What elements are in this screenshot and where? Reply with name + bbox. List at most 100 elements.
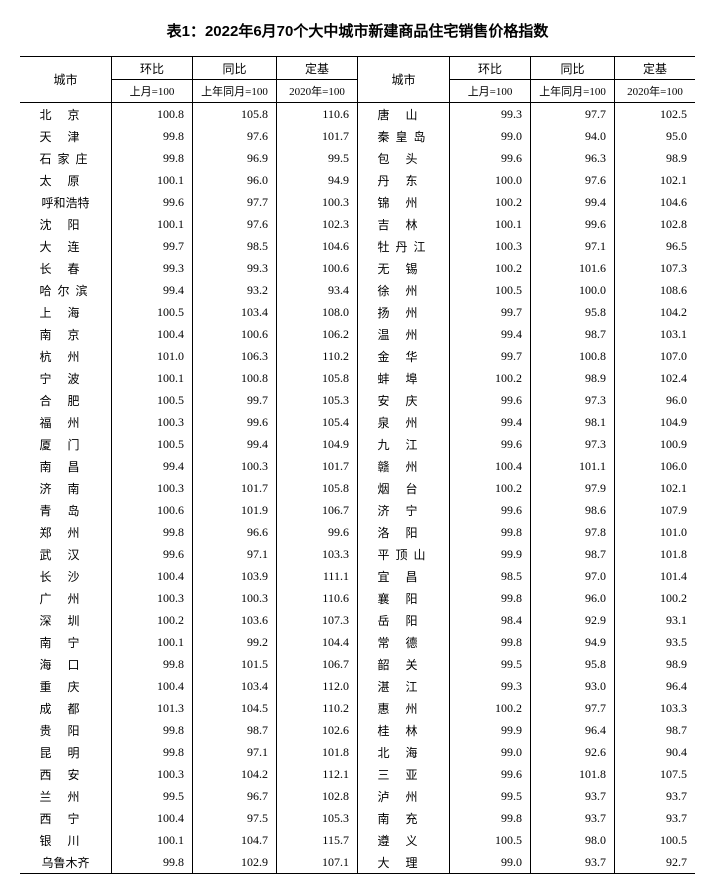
city-cell: 徐州 <box>357 279 449 301</box>
base-cell: 105.3 <box>277 807 358 829</box>
yoy-cell: 99.2 <box>193 631 277 653</box>
base-cell: 102.5 <box>615 103 695 126</box>
yoy-cell: 103.4 <box>193 301 277 323</box>
mom-cell: 100.3 <box>112 587 193 609</box>
mom-cell: 101.0 <box>112 345 193 367</box>
mom-cell: 100.1 <box>450 213 531 235</box>
table-row: 济南100.3101.7105.8烟台100.297.9102.1 <box>20 477 695 499</box>
city-cell: 南充 <box>357 807 449 829</box>
yoy-cell: 96.4 <box>531 719 615 741</box>
mom-cell: 99.8 <box>450 807 531 829</box>
yoy-cell: 103.4 <box>193 675 277 697</box>
mom-cell: 100.1 <box>112 829 193 851</box>
table-row: 呼和浩特99.697.7100.3锦州100.299.4104.6 <box>20 191 695 213</box>
city-cell: 长沙 <box>20 565 112 587</box>
base-cell: 99.6 <box>277 521 358 543</box>
header-base-sub-right: 2020年=100 <box>615 80 695 103</box>
city-cell: 吉林 <box>357 213 449 235</box>
yoy-cell: 98.7 <box>531 543 615 565</box>
mom-cell: 100.2 <box>450 477 531 499</box>
mom-cell: 99.8 <box>112 125 193 147</box>
yoy-cell: 101.1 <box>531 455 615 477</box>
yoy-cell: 101.6 <box>531 257 615 279</box>
city-cell: 无锡 <box>357 257 449 279</box>
mom-cell: 100.5 <box>112 389 193 411</box>
yoy-cell: 100.8 <box>193 367 277 389</box>
city-cell: 合肥 <box>20 389 112 411</box>
city-cell: 北海 <box>357 741 449 763</box>
yoy-cell: 97.1 <box>531 235 615 257</box>
mom-cell: 99.8 <box>112 741 193 763</box>
base-cell: 104.2 <box>615 301 695 323</box>
base-cell: 93.7 <box>615 785 695 807</box>
base-cell: 108.0 <box>277 301 358 323</box>
header-base-sub-left: 2020年=100 <box>277 80 358 103</box>
base-cell: 105.8 <box>277 367 358 389</box>
mom-cell: 100.4 <box>112 565 193 587</box>
table-row: 杭州101.0106.3110.2金华99.7100.8107.0 <box>20 345 695 367</box>
mom-cell: 100.3 <box>450 235 531 257</box>
city-cell: 牡丹江 <box>357 235 449 257</box>
city-cell: 深圳 <box>20 609 112 631</box>
table-row: 南宁100.199.2104.4常德99.894.993.5 <box>20 631 695 653</box>
base-cell: 101.7 <box>277 125 358 147</box>
yoy-cell: 97.6 <box>531 169 615 191</box>
table-row: 武汉99.697.1103.3平顶山99.998.7101.8 <box>20 543 695 565</box>
table-row: 乌鲁木齐99.8102.9107.1大理99.093.792.7 <box>20 851 695 874</box>
base-cell: 101.8 <box>277 741 358 763</box>
yoy-cell: 98.5 <box>193 235 277 257</box>
table-row: 厦门100.599.4104.9九江99.697.3100.9 <box>20 433 695 455</box>
yoy-cell: 93.7 <box>531 807 615 829</box>
yoy-cell: 96.3 <box>531 147 615 169</box>
table-row: 福州100.399.6105.4泉州99.498.1104.9 <box>20 411 695 433</box>
base-cell: 103.3 <box>277 543 358 565</box>
mom-cell: 99.8 <box>112 653 193 675</box>
yoy-cell: 99.3 <box>193 257 277 279</box>
city-cell: 常德 <box>357 631 449 653</box>
mom-cell: 99.9 <box>450 719 531 741</box>
yoy-cell: 96.0 <box>531 587 615 609</box>
base-cell: 102.1 <box>615 169 695 191</box>
yoy-cell: 105.8 <box>193 103 277 126</box>
base-cell: 104.9 <box>615 411 695 433</box>
yoy-cell: 96.7 <box>193 785 277 807</box>
table-row: 青岛100.6101.9106.7济宁99.698.6107.9 <box>20 499 695 521</box>
mom-cell: 99.6 <box>450 433 531 455</box>
city-cell: 大连 <box>20 235 112 257</box>
city-cell: 乌鲁木齐 <box>20 851 112 874</box>
yoy-cell: 97.7 <box>531 103 615 126</box>
table-row: 上海100.5103.4108.0扬州99.795.8104.2 <box>20 301 695 323</box>
yoy-cell: 104.7 <box>193 829 277 851</box>
yoy-cell: 93.2 <box>193 279 277 301</box>
yoy-cell: 97.3 <box>531 433 615 455</box>
base-cell: 100.9 <box>615 433 695 455</box>
mom-cell: 100.1 <box>112 367 193 389</box>
mom-cell: 100.2 <box>450 367 531 389</box>
mom-cell: 99.6 <box>450 499 531 521</box>
base-cell: 107.0 <box>615 345 695 367</box>
mom-cell: 98.4 <box>450 609 531 631</box>
base-cell: 100.2 <box>615 587 695 609</box>
base-cell: 105.3 <box>277 389 358 411</box>
table-row: 天津99.897.6101.7秦皇岛99.094.095.0 <box>20 125 695 147</box>
city-cell: 三亚 <box>357 763 449 785</box>
yoy-cell: 100.3 <box>193 587 277 609</box>
yoy-cell: 93.7 <box>531 851 615 874</box>
city-cell: 韶关 <box>357 653 449 675</box>
table-row: 南京100.4100.6106.2温州99.498.7103.1 <box>20 323 695 345</box>
base-cell: 102.8 <box>615 213 695 235</box>
city-cell: 呼和浩特 <box>20 191 112 213</box>
city-cell: 西宁 <box>20 807 112 829</box>
mom-cell: 100.4 <box>112 323 193 345</box>
table-body: 北京100.8105.8110.6唐山99.397.7102.5天津99.897… <box>20 103 695 874</box>
table-row: 太原100.196.094.9丹东100.097.6102.1 <box>20 169 695 191</box>
city-cell: 福州 <box>20 411 112 433</box>
mom-cell: 99.9 <box>450 543 531 565</box>
base-cell: 104.9 <box>277 433 358 455</box>
base-cell: 100.5 <box>615 829 695 851</box>
base-cell: 96.0 <box>615 389 695 411</box>
base-cell: 96.5 <box>615 235 695 257</box>
base-cell: 90.4 <box>615 741 695 763</box>
header-yoy-right: 同比 <box>531 57 615 80</box>
mom-cell: 100.3 <box>112 763 193 785</box>
